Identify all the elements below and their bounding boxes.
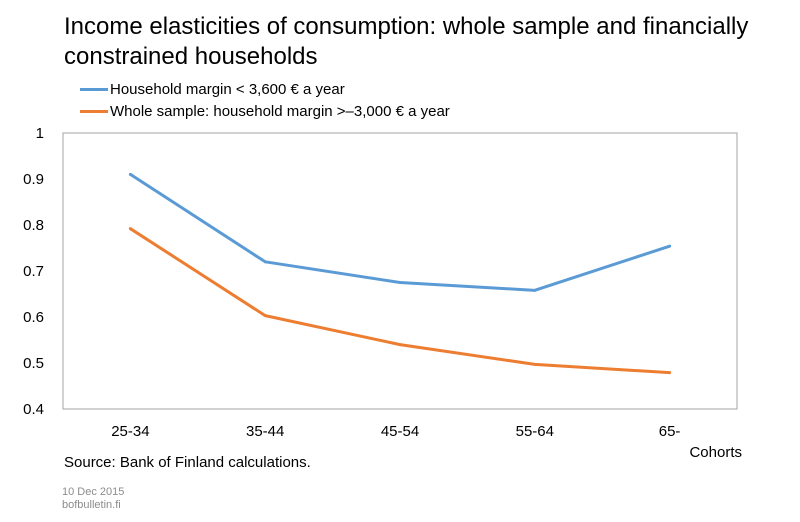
y-tick-label: 0.9 — [23, 171, 44, 188]
x-axis-ticks: 25-34 35-44 45-54 55-64 65- — [111, 423, 680, 440]
y-tick-label: 0.4 — [23, 401, 44, 418]
series-1-point — [533, 362, 537, 366]
x-axis-title: Cohorts — [689, 444, 742, 461]
y-tick-label: 0.5 — [23, 355, 44, 372]
series-0-point — [668, 244, 672, 248]
series-1-point — [668, 371, 672, 375]
series-0-point — [533, 288, 537, 292]
series-1-point — [128, 227, 132, 231]
x-tick-label: 45-54 — [381, 423, 419, 440]
y-tick-label: 0.6 — [23, 309, 44, 326]
series-1-point — [398, 343, 402, 347]
legend-swatch-whole-sample — [80, 109, 108, 113]
x-tick-label: 55-64 — [516, 423, 554, 440]
legend-label-household-margin: Household margin < 3,600 € a year — [110, 80, 345, 98]
x-tick-label: 65- — [659, 423, 681, 440]
date-label: 10 Dec 2015 — [62, 486, 125, 498]
legend: Household margin < 3,600 € a year Whole … — [80, 78, 450, 122]
legend-label-whole-sample: Whole sample: household margin >–3,000 €… — [110, 102, 450, 120]
series-1-point — [263, 314, 267, 318]
y-tick-label: 0.8 — [23, 217, 44, 234]
source-note: Source: Bank of Finland calculations. — [64, 454, 311, 471]
legend-swatch-household-margin — [80, 87, 108, 91]
plot-area-frame — [62, 132, 738, 410]
series-0-point — [263, 260, 267, 264]
y-tick-label: 1 — [36, 125, 44, 142]
y-axis-ticks: 0.4 0.5 0.6 0.7 0.8 0.9 1 — [23, 125, 44, 418]
series-0-point — [398, 281, 402, 284]
footer-info: 10 Dec 2015 bofbulletin.fi — [62, 486, 124, 512]
series-0-point — [128, 172, 132, 176]
y-tick-label: 0.7 — [23, 263, 44, 280]
series-line-0 — [129, 173, 671, 292]
x-tick-label: 35-44 — [246, 423, 284, 440]
legend-item-whole-sample: Whole sample: household margin >–3,000 €… — [80, 100, 450, 122]
site-label: bofbulletin.fi — [62, 499, 121, 511]
x-tick-label: 25-34 — [111, 423, 149, 440]
series-line-1 — [129, 227, 670, 375]
series-lines — [128, 172, 672, 375]
chart-title: Income elasticities of consumption: whol… — [64, 13, 749, 70]
legend-item-household-margin: Household margin < 3,600 € a year — [80, 78, 450, 100]
